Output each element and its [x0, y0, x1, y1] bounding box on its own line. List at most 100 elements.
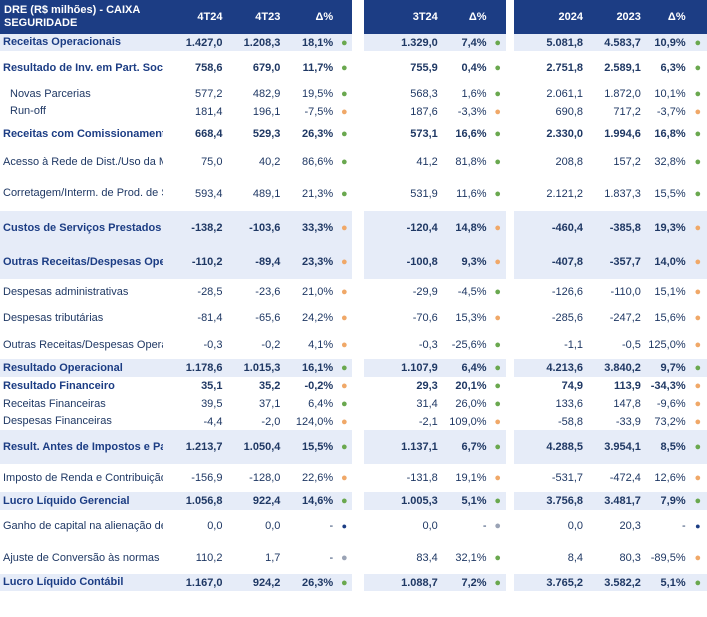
- value-4t23: -89,4: [225, 245, 284, 279]
- variation-3t: 6,4%: [440, 359, 490, 377]
- status-dot-icon: ●: [340, 398, 348, 410]
- status-dot-icon: ●: [340, 312, 348, 324]
- column-gap: [505, 377, 514, 395]
- value-4t24: 1.427,0: [162, 34, 226, 51]
- indicator-dot: ●: [688, 492, 707, 510]
- value-4t24: 75,0: [201, 156, 223, 168]
- status-dot-icon: ●: [340, 286, 348, 298]
- variation-4t: 22,6%: [301, 472, 334, 484]
- indicator-dot: ●: [489, 430, 506, 464]
- row-label: Novas Parcerias: [10, 87, 91, 100]
- value-2024: -285,6: [551, 312, 584, 324]
- indicator-dot: ●: [490, 331, 506, 359]
- column-gap: [352, 279, 364, 305]
- header-var-3t: Δ%: [440, 0, 490, 34]
- variation-4t: 11,7%: [302, 62, 334, 74]
- value-3t24: 568,3: [410, 88, 438, 100]
- indicator-dot: ●: [336, 430, 353, 464]
- status-dot-icon: ●: [494, 576, 501, 589]
- value-4t24: 593,4: [194, 187, 223, 200]
- row-label: Ajuste de Conversão às normas Internacio…: [3, 551, 163, 564]
- value-2023: -247,2: [609, 312, 641, 324]
- variation-4t: -7,5%: [304, 105, 334, 118]
- status-dot-icon: ●: [494, 520, 501, 532]
- table-row: Result. Antes de Impostos e Particip.1.2…: [0, 430, 707, 464]
- column-gap: [505, 430, 514, 464]
- value-3t24: -29,9: [412, 286, 438, 298]
- table-title: DRE (R$ milhões) - CAIXA SEGURIDADE: [0, 0, 163, 34]
- row-label: Despesas Financeiras: [3, 415, 112, 427]
- value-2024: 0,0: [567, 520, 584, 532]
- indicator-dot: ●: [490, 464, 506, 492]
- table-row: Resultado Financeiro 35,1 35,2 -0,2% ● 29,3 20…: [0, 377, 707, 395]
- value-2023: 113,9: [614, 380, 641, 392]
- table-row: Custos de Serviços Prestados -138,2 -103,6…: [0, 211, 707, 245]
- value-3t24: 755,9: [410, 62, 438, 74]
- indicator-dot: ●: [689, 377, 707, 395]
- status-dot-icon: ●: [341, 521, 348, 531]
- header-4t24: 4T24: [162, 0, 226, 34]
- value-2024: 8,4: [567, 552, 584, 564]
- value-3t24: 0,0: [422, 520, 438, 532]
- value-4t23: -103,6: [225, 211, 284, 245]
- status-dot-icon: ●: [695, 521, 701, 531]
- table-row: Acesso à Rede de Dist./Uso da Marca 75,0 4…: [0, 148, 707, 176]
- table-row: Corretagem/Interm. de Prod. de Seguridad…: [0, 176, 707, 211]
- indicator-dot: ●: [689, 148, 707, 176]
- indicator-dot: ●: [336, 279, 352, 305]
- indicator-dot: ●: [336, 120, 352, 148]
- status-dot-icon: ●: [694, 441, 702, 453]
- table-row: Resultado de Inv. em Part. Societárias 75…: [0, 51, 707, 85]
- column-gap: [505, 542, 514, 574]
- status-dot-icon: ●: [340, 472, 348, 484]
- value-4t23: 489,1: [252, 187, 281, 200]
- status-dot-icon: ●: [340, 187, 348, 200]
- row-label: Receitas com Comissionamento: [3, 127, 163, 140]
- status-dot-icon: ●: [494, 362, 501, 374]
- variation-4t: 26,3%: [301, 128, 334, 140]
- value-3t24: 531,9: [410, 187, 438, 200]
- variation-4t: 23,3%: [283, 245, 337, 279]
- column-gap: [352, 574, 364, 591]
- table-row: Receitas Operacionais 1.427,0 1.208,3 18,1%…: [0, 34, 707, 51]
- status-dot-icon: ●: [340, 256, 348, 268]
- indicator-dot: ●: [336, 377, 352, 395]
- status-dot-icon: ●: [494, 256, 501, 268]
- variation-year: 19,3%: [643, 211, 689, 245]
- table-row: Lucro Líquido Contábil 1.167,0 924,2 26,3% ●…: [0, 574, 707, 591]
- row-label: Acesso à Rede de Dist./Uso da Marca: [3, 155, 163, 168]
- header-3t24: 3T24: [363, 0, 441, 34]
- variation-year: 5,1%: [643, 574, 689, 591]
- value-2023: 80,3: [619, 552, 641, 564]
- column-gap: [352, 542, 364, 574]
- value-2023: -0,5: [621, 339, 641, 351]
- value-4t24: -156,9: [191, 472, 223, 484]
- value-3t24: 1.088,7: [363, 574, 441, 591]
- status-dot-icon: ●: [494, 187, 501, 200]
- indicator-dot: ●: [489, 34, 506, 51]
- row-label: Custos de Serviços Prestados: [0, 211, 163, 245]
- value-2024: -1,1: [564, 339, 584, 351]
- header-spacer: [336, 0, 353, 34]
- value-4t23: 1,7: [265, 552, 281, 564]
- status-dot-icon: ●: [340, 380, 348, 392]
- value-3t24: 31,4: [416, 398, 438, 410]
- value-3t24: 573,1: [410, 128, 438, 140]
- row-label: Receitas Financeiras: [3, 397, 106, 410]
- row-label: Imposto de Renda e Contribuição Social: [3, 471, 163, 484]
- indicator-dot: ●: [490, 279, 506, 305]
- value-4t24: 758,6: [194, 62, 223, 74]
- value-4t23: 924,2: [225, 574, 284, 591]
- value-2024: 3.765,2: [513, 574, 587, 591]
- indicator-dot: ●: [336, 245, 353, 279]
- value-4t24: 110,2: [195, 552, 223, 564]
- variation-year: -9,6%: [656, 398, 686, 410]
- value-4t24: 668,4: [194, 128, 223, 140]
- row-label: Despesas administrativas: [3, 285, 129, 298]
- column-gap: [352, 331, 364, 359]
- value-4t23: 679,0: [252, 62, 281, 74]
- value-2023: 2.589,1: [604, 62, 641, 74]
- variation-4t: 33,3%: [283, 211, 337, 245]
- variation-year: -34,3%: [650, 380, 686, 392]
- variation-3t: 9,3%: [440, 245, 490, 279]
